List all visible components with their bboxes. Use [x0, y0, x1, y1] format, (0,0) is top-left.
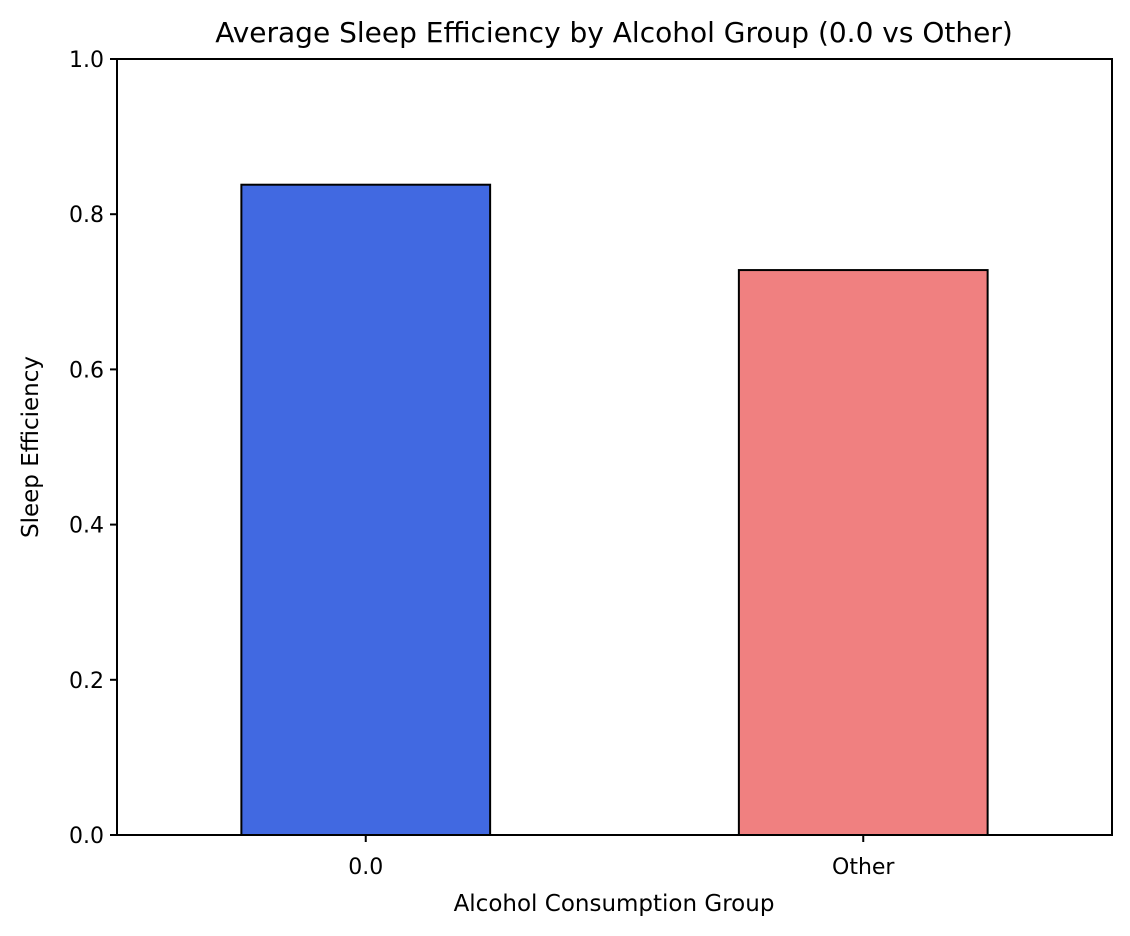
x-tick-label: Other	[832, 855, 895, 880]
y-axis-label: Sleep Efficiency	[18, 356, 44, 538]
y-tick-label: 0.0	[69, 824, 104, 849]
y-tick-label: 0.4	[69, 514, 104, 539]
x-axis: 0.0 Other	[348, 835, 895, 880]
bar-2	[737, 269, 989, 836]
y-tick-label: 0.2	[69, 669, 104, 694]
x-tick-label: 0.0	[348, 855, 383, 880]
chart-title: Average Sleep Efficiency by Alcohol Grou…	[215, 16, 1013, 49]
y-tick-label: 0.6	[69, 358, 104, 383]
y-tick-label: 1.0	[69, 48, 104, 73]
plot-frame	[116, 58, 1113, 836]
x-axis-label: Alcohol Consumption Group	[454, 891, 775, 917]
bar-1	[240, 183, 492, 837]
y-tick-label: 0.8	[69, 203, 104, 228]
bars	[240, 183, 989, 837]
y-axis: 0.0 0.2 0.4 0.6 0.8 1.0	[69, 48, 117, 849]
